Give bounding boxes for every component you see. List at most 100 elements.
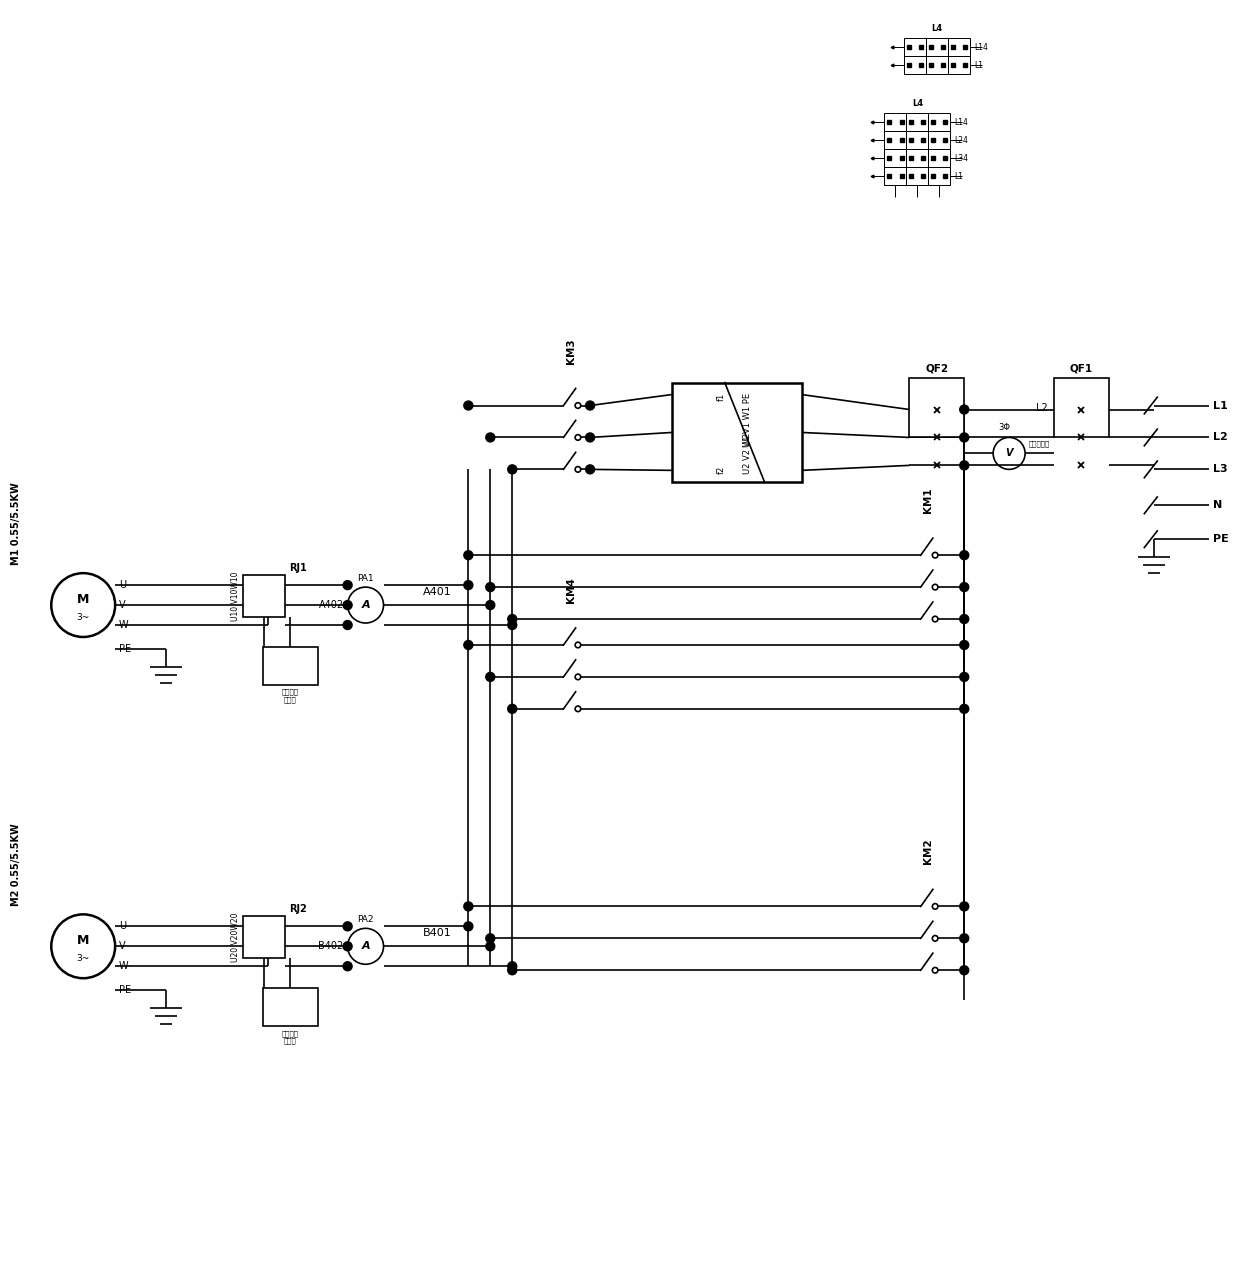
Bar	[929, 150, 950, 167]
Bar	[1054, 378, 1109, 437]
Circle shape	[960, 551, 968, 560]
Text: L14: L14	[975, 43, 988, 52]
Circle shape	[486, 601, 495, 609]
Text: L4: L4	[931, 24, 942, 33]
Text: PE: PE	[119, 644, 131, 654]
Text: W: W	[119, 620, 129, 630]
Text: V: V	[119, 601, 125, 611]
Text: W: W	[119, 962, 129, 972]
Circle shape	[486, 673, 495, 682]
Circle shape	[585, 402, 594, 411]
Circle shape	[507, 704, 517, 713]
Text: PE: PE	[1213, 535, 1229, 545]
Bar	[904, 56, 926, 75]
Circle shape	[343, 621, 352, 630]
Circle shape	[343, 922, 352, 931]
Circle shape	[486, 433, 495, 442]
Text: 热继电器
整定器: 热继电器 整定器	[281, 689, 299, 703]
Circle shape	[507, 465, 517, 474]
Circle shape	[343, 601, 352, 609]
Text: M: M	[77, 934, 89, 946]
Circle shape	[960, 614, 968, 623]
Bar	[949, 38, 970, 56]
Text: 3~: 3~	[77, 612, 89, 622]
Text: V: V	[1006, 449, 1013, 459]
Text: U2 V2 W2: U2 V2 W2	[743, 433, 753, 474]
Text: M2 0.55/5.5KW: M2 0.55/5.5KW	[11, 824, 21, 906]
Text: 3~: 3~	[77, 954, 89, 963]
Text: 热继电器
整定器: 热继电器 整定器	[281, 1030, 299, 1044]
Bar	[906, 150, 929, 167]
Bar	[926, 56, 949, 75]
Bar	[243, 916, 285, 958]
Circle shape	[464, 641, 472, 650]
Bar	[884, 131, 906, 150]
Text: PA1: PA1	[357, 574, 374, 583]
Text: A402: A402	[319, 601, 343, 611]
Circle shape	[343, 941, 352, 950]
Bar	[929, 131, 950, 150]
Bar	[263, 647, 317, 685]
Text: L1: L1	[1213, 400, 1228, 411]
Text: A: A	[361, 941, 370, 952]
Circle shape	[486, 941, 495, 950]
Text: QF2: QF2	[925, 364, 949, 374]
Circle shape	[464, 580, 472, 589]
Bar	[909, 378, 965, 437]
Text: f1: f1	[717, 393, 727, 400]
Text: V: V	[119, 941, 125, 952]
Bar	[884, 113, 906, 131]
Circle shape	[486, 583, 495, 592]
Text: KM1: KM1	[924, 488, 934, 513]
Text: U: U	[119, 921, 126, 931]
Text: KM3: KM3	[567, 338, 577, 364]
Text: B401: B401	[423, 929, 451, 939]
Circle shape	[464, 922, 472, 931]
Bar	[929, 167, 950, 185]
Circle shape	[343, 962, 352, 971]
Circle shape	[960, 673, 968, 682]
Text: L34: L34	[955, 153, 968, 162]
Bar	[906, 113, 929, 131]
Bar	[263, 988, 317, 1026]
Circle shape	[507, 614, 517, 623]
Text: L2: L2	[1037, 403, 1048, 413]
Circle shape	[960, 965, 968, 974]
Circle shape	[960, 934, 968, 943]
Bar	[243, 575, 285, 617]
Text: L2: L2	[1213, 432, 1228, 442]
Text: KM2: KM2	[924, 839, 934, 864]
Text: L1: L1	[975, 61, 983, 70]
Circle shape	[585, 433, 594, 442]
Text: L14: L14	[955, 118, 968, 127]
Text: QF1: QF1	[1070, 364, 1092, 374]
Circle shape	[507, 962, 517, 971]
Circle shape	[960, 461, 968, 470]
Circle shape	[960, 583, 968, 592]
Circle shape	[486, 934, 495, 943]
Text: A: A	[361, 601, 370, 611]
Circle shape	[507, 621, 517, 630]
Bar	[884, 167, 906, 185]
Text: PE: PE	[119, 986, 131, 995]
Circle shape	[464, 402, 472, 411]
Bar	[929, 113, 950, 131]
Text: U20 V20W20: U20 V20W20	[231, 912, 239, 962]
Bar	[906, 131, 929, 150]
Circle shape	[585, 465, 594, 474]
Circle shape	[343, 580, 352, 589]
Text: U10 V10W10: U10 V10W10	[231, 571, 239, 621]
Text: KM4: KM4	[567, 578, 577, 603]
Text: M1 0.55/5.5KW: M1 0.55/5.5KW	[11, 483, 21, 565]
Text: L1: L1	[955, 171, 963, 180]
Bar	[926, 38, 949, 56]
Circle shape	[960, 405, 968, 414]
Circle shape	[464, 551, 472, 560]
Text: N: N	[1213, 500, 1221, 511]
Text: B402: B402	[319, 941, 343, 952]
Text: 电压电流表: 电压电流表	[1029, 440, 1050, 447]
Circle shape	[507, 965, 517, 974]
Bar	[904, 38, 926, 56]
Text: M: M	[77, 593, 89, 606]
Circle shape	[464, 902, 472, 911]
